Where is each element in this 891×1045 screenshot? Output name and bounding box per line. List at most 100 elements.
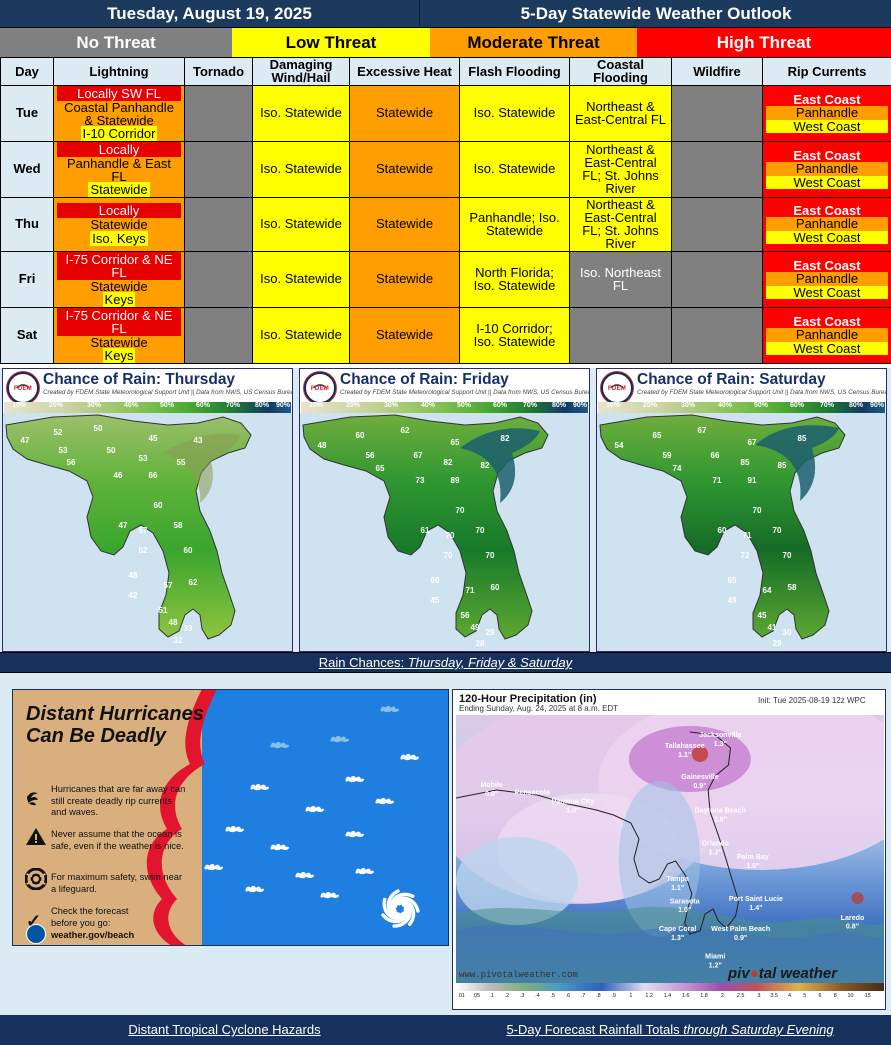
svg-text:32: 32 — [174, 636, 183, 645]
svg-text:57: 57 — [139, 526, 148, 535]
svg-text:70: 70 — [456, 506, 465, 515]
svg-text:60: 60 — [718, 526, 727, 535]
svg-text:62: 62 — [139, 546, 148, 555]
svg-text:47: 47 — [119, 521, 128, 530]
svg-text:29: 29 — [773, 639, 782, 648]
svg-text:Miami: Miami — [705, 954, 725, 961]
svg-text:49: 49 — [471, 623, 480, 632]
svg-text:48: 48 — [169, 618, 178, 627]
svg-text:82: 82 — [481, 461, 490, 470]
svg-text:Cape Coral: Cape Coral — [659, 926, 697, 933]
svg-text:Laredo: Laredo — [841, 915, 865, 922]
svg-text:62: 62 — [189, 578, 198, 587]
svg-text:70: 70 — [753, 506, 762, 515]
svg-text:45: 45 — [149, 434, 158, 443]
svg-text:0.0": 0.0" — [485, 791, 498, 798]
svg-text:57: 57 — [164, 581, 173, 590]
svg-text:48: 48 — [318, 441, 327, 450]
svg-text:West Palm Beach: West Palm Beach — [711, 926, 770, 933]
svg-text:45: 45 — [431, 596, 440, 605]
svg-text:33: 33 — [184, 624, 193, 633]
svg-text:Pensacola: Pensacola — [515, 790, 550, 797]
svg-text:46: 46 — [114, 471, 123, 480]
svg-text:1.0": 1.0" — [566, 808, 579, 815]
svg-text:4: 4 — [788, 993, 791, 999]
svg-text:70: 70 — [783, 551, 792, 560]
svg-text:65: 65 — [728, 576, 737, 585]
svg-text:56: 56 — [67, 458, 76, 467]
svg-text:1.4": 1.4" — [749, 905, 762, 912]
svg-text:89: 89 — [451, 476, 460, 485]
svg-text:.9: .9 — [611, 993, 616, 999]
svg-text:62: 62 — [401, 426, 410, 435]
svg-text:65: 65 — [653, 431, 662, 440]
svg-text:1.8: 1.8 — [700, 993, 708, 999]
svg-text:53: 53 — [139, 454, 148, 463]
svg-text:54: 54 — [615, 441, 624, 450]
svg-text:65: 65 — [451, 438, 460, 447]
svg-text:1.2": 1.2" — [709, 963, 722, 970]
svg-text:30: 30 — [783, 628, 792, 637]
svg-text:85: 85 — [741, 458, 750, 467]
svg-text:1.3": 1.3" — [671, 935, 684, 942]
svg-text:55: 55 — [177, 458, 186, 467]
svg-text:70: 70 — [486, 551, 495, 560]
svg-text:72: 72 — [741, 551, 750, 560]
svg-text:56: 56 — [461, 611, 470, 620]
svg-text:59: 59 — [663, 451, 672, 460]
svg-text:Mobile: Mobile — [480, 782, 503, 789]
svg-text:Gainesville: Gainesville — [681, 774, 719, 781]
svg-text:70: 70 — [773, 526, 782, 535]
svg-text:58: 58 — [174, 521, 183, 530]
svg-text:Panama City: Panama City — [552, 799, 595, 806]
svg-text:50: 50 — [107, 446, 116, 455]
svg-text:52: 52 — [54, 428, 63, 437]
svg-text:Palm Bay: Palm Bay — [737, 854, 769, 861]
svg-text:60: 60 — [154, 501, 163, 510]
svg-text:1.1": 1.1" — [671, 885, 684, 892]
svg-text:1.3": 1.3" — [714, 741, 727, 748]
svg-text:65: 65 — [376, 464, 385, 473]
svg-text:1: 1 — [629, 993, 632, 999]
svg-text:Tallahassee: Tallahassee — [665, 743, 705, 750]
svg-text:5: 5 — [803, 993, 806, 999]
svg-text:1.0": 1.0" — [678, 907, 691, 914]
svg-text:1.0": 1.0" — [714, 816, 727, 823]
svg-text:64: 64 — [763, 586, 772, 595]
svg-text:29: 29 — [486, 628, 495, 637]
svg-text:61: 61 — [421, 526, 430, 535]
svg-text:66: 66 — [149, 471, 158, 480]
svg-text:3: 3 — [757, 993, 760, 999]
svg-text:58: 58 — [788, 583, 797, 592]
svg-text:41: 41 — [768, 623, 777, 632]
svg-text:85: 85 — [778, 461, 787, 470]
svg-text:.8: .8 — [596, 993, 601, 999]
svg-text:15: 15 — [865, 993, 871, 999]
svg-text:.7: .7 — [581, 993, 586, 999]
svg-text:50: 50 — [94, 424, 103, 433]
svg-text:82: 82 — [444, 458, 453, 467]
svg-text:28: 28 — [476, 639, 485, 648]
svg-text:67: 67 — [748, 438, 757, 447]
svg-text:Sarasota: Sarasota — [670, 898, 700, 905]
svg-text:71: 71 — [743, 531, 752, 540]
svg-text:1.0": 1.0" — [746, 863, 759, 870]
svg-text:60: 60 — [184, 546, 193, 555]
svg-text:67: 67 — [698, 426, 707, 435]
svg-text:49: 49 — [728, 596, 737, 605]
svg-text:70: 70 — [476, 526, 485, 535]
svg-text:1.2": 1.2" — [709, 850, 722, 857]
svg-text:66: 66 — [711, 451, 720, 460]
svg-text:1.2: 1.2 — [645, 993, 653, 999]
svg-text:Daytona Beach: Daytona Beach — [695, 808, 746, 815]
svg-text:Jacksonville: Jacksonville — [699, 732, 741, 739]
svg-text:45: 45 — [758, 611, 767, 620]
svg-text:Orlando: Orlando — [702, 841, 730, 848]
svg-text:73: 73 — [416, 476, 425, 485]
svg-text:.4: .4 — [535, 993, 540, 999]
svg-text:70: 70 — [446, 531, 455, 540]
svg-text:43: 43 — [194, 436, 203, 445]
svg-text:1.1": 1.1" — [678, 752, 691, 759]
svg-text:82: 82 — [501, 434, 510, 443]
svg-text:85: 85 — [798, 434, 807, 443]
